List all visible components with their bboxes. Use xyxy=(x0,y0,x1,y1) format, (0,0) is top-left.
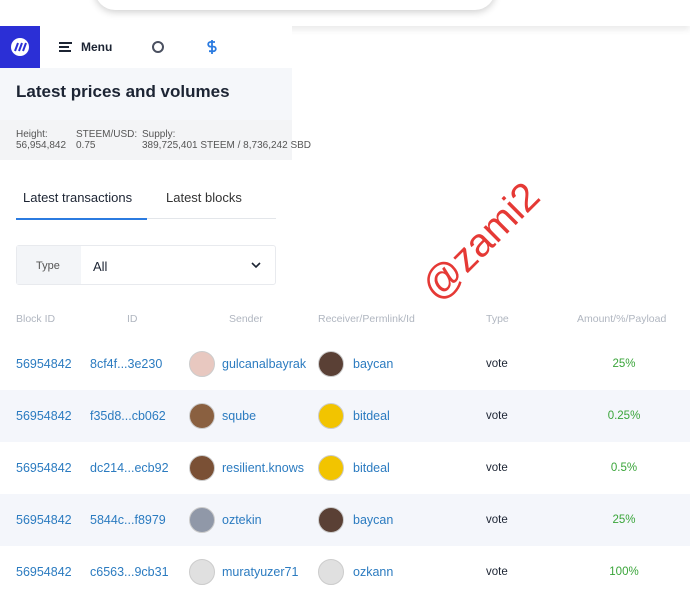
amount: 100% xyxy=(609,566,639,578)
stat-label: STEEM/USD: xyxy=(76,129,138,140)
block-id[interactable]: 56954842 xyxy=(16,461,72,475)
sender[interactable]: sqube xyxy=(222,409,257,423)
receiver[interactable]: baycan xyxy=(353,357,394,371)
header-box xyxy=(0,68,292,120)
sender-avatar xyxy=(189,351,215,377)
tx-id[interactable]: f35d8...cb062 xyxy=(90,409,166,423)
amount: 0.25% xyxy=(607,410,641,422)
type-filter[interactable]: Type All xyxy=(16,245,276,285)
column-header: Block ID xyxy=(16,313,56,325)
table-row xyxy=(0,338,690,390)
receiver[interactable]: ozkann xyxy=(353,565,394,579)
menu-label[interactable]: Menu xyxy=(81,40,113,54)
receiver[interactable]: bitdeal xyxy=(353,409,390,423)
tx-id[interactable]: c6563...9cb31 xyxy=(90,565,169,579)
column-header: Type xyxy=(486,313,509,325)
search-bar[interactable] xyxy=(95,0,495,10)
table-row xyxy=(0,494,690,546)
receiver-avatar xyxy=(318,403,344,429)
filter-label: Type xyxy=(36,260,60,272)
tx-id[interactable]: 5844c...f8979 xyxy=(90,513,166,527)
sender-avatar xyxy=(189,455,215,481)
block-id[interactable]: 56954842 xyxy=(16,357,72,371)
type: vote xyxy=(486,462,508,474)
stat-value: 56,954,842 xyxy=(16,140,67,151)
theme-icon[interactable] xyxy=(253,39,269,55)
type: vote xyxy=(486,358,508,370)
sender-avatar xyxy=(189,507,215,533)
block-id[interactable]: 56954842 xyxy=(16,409,72,423)
stat-value: 389,725,401 STEEM / 8,736,242 SBD xyxy=(142,140,311,151)
tab-active-indicator xyxy=(16,218,147,220)
table-row xyxy=(0,390,690,442)
price-icon[interactable] xyxy=(205,38,219,56)
receiver-avatar xyxy=(318,507,344,533)
dropdown-arrow xyxy=(251,262,261,269)
nav-bar xyxy=(0,26,292,68)
sender-avatar xyxy=(189,403,215,429)
sender[interactable]: muratyuzer71 xyxy=(222,565,299,579)
tab[interactable]: Latest blocks xyxy=(166,190,242,205)
tx-id[interactable]: 8cf4f...3e230 xyxy=(90,357,163,371)
stat-label: Height: xyxy=(16,129,48,140)
heading: Latest prices and volumes xyxy=(16,82,230,101)
logo[interactable] xyxy=(0,26,40,68)
column-header: Receiver/Permlink/Id xyxy=(318,313,415,325)
sender-avatar xyxy=(189,559,215,585)
type: vote xyxy=(486,514,508,526)
stats-box xyxy=(0,120,292,160)
stat-label: Supply: xyxy=(142,129,176,140)
logo-icon xyxy=(11,38,29,56)
table-row xyxy=(0,442,690,494)
sender[interactable]: gulcanalbayrak xyxy=(222,357,307,371)
receiver-avatar xyxy=(318,351,344,377)
table-row xyxy=(0,546,690,598)
block-id[interactable]: 56954842 xyxy=(16,513,72,527)
tab[interactable]: Latest transactions xyxy=(23,190,133,205)
receiver-avatar xyxy=(318,559,344,585)
receiver[interactable]: bitdeal xyxy=(353,461,390,475)
type: vote xyxy=(486,410,508,422)
block-id[interactable]: 56954842 xyxy=(16,565,72,579)
amount: 0.5% xyxy=(610,462,638,474)
amount: 25% xyxy=(612,358,636,370)
amount: 25% xyxy=(612,514,636,526)
column-header: Amount/%/Payload xyxy=(577,313,667,325)
column-header: ID xyxy=(127,313,138,325)
watermark: @zami2 xyxy=(413,174,549,310)
search-icon[interactable] xyxy=(151,40,167,54)
receiver-avatar xyxy=(318,455,344,481)
receiver[interactable]: baycan xyxy=(353,513,394,527)
column-header: Sender xyxy=(229,313,263,325)
stat-value: 0.75 xyxy=(76,140,96,151)
sender[interactable]: oztekin xyxy=(222,513,262,527)
type: vote xyxy=(486,566,508,578)
tx-id[interactable]: dc214...ecb92 xyxy=(90,461,169,475)
filter-value[interactable]: All xyxy=(93,259,108,274)
menu-icon[interactable] xyxy=(58,41,74,53)
sender[interactable]: resilient.knows xyxy=(222,461,304,475)
